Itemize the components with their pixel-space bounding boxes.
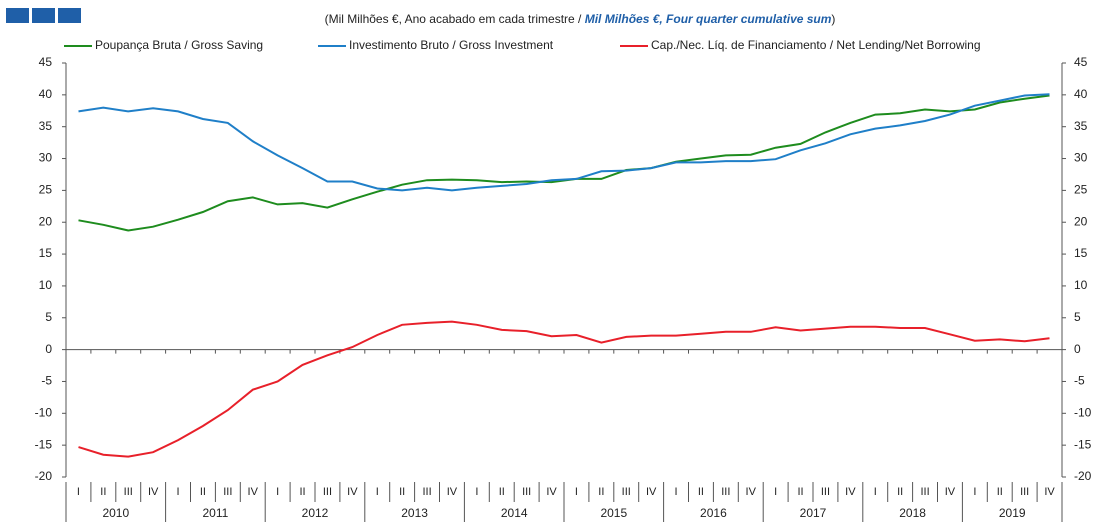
x-tick-label: III xyxy=(821,486,830,498)
x-tick-label: IV xyxy=(248,486,259,498)
series-line xyxy=(78,94,1050,232)
year-label: 2013 xyxy=(401,506,428,520)
y2-tick-label: 15 xyxy=(1074,246,1088,260)
y-tick-label: 25 xyxy=(39,183,53,197)
x-tick-label: III xyxy=(522,486,531,498)
x-tick-label: I xyxy=(874,486,877,498)
y2-tick-label: -10 xyxy=(1074,405,1092,419)
x-tick-label: I xyxy=(575,486,578,498)
logo-block xyxy=(6,8,29,23)
x-tick-label: II xyxy=(698,486,704,498)
logo-block xyxy=(58,8,81,23)
year-label: 2018 xyxy=(899,506,926,520)
x-tick-label: I xyxy=(177,486,180,498)
title-pt: (Mil Milhões €, Ano acabado em cada trim… xyxy=(325,12,585,26)
x-tick-label: I xyxy=(973,486,976,498)
x-tick-label: II xyxy=(499,486,505,498)
y2-tick-label: 25 xyxy=(1074,183,1088,197)
y-tick-label: 15 xyxy=(39,246,53,260)
x-tick-label: IV xyxy=(148,486,159,498)
y2-tick-label: 0 xyxy=(1074,342,1081,356)
x-tick-label: I xyxy=(774,486,777,498)
x-tick-label: I xyxy=(276,486,279,498)
y2-tick-label: 40 xyxy=(1074,87,1088,101)
x-tick-label: II xyxy=(598,486,604,498)
x-tick-label: II xyxy=(100,486,106,498)
y-tick-label: 35 xyxy=(39,119,53,133)
title-en: Mil Milhões €, Four quarter cumulative s… xyxy=(585,12,832,26)
x-tick-label: III xyxy=(223,486,232,498)
legend-label: Poupança Bruta / Gross Saving xyxy=(95,38,263,52)
x-tick-label: IV xyxy=(347,486,358,498)
y-tick-label: 45 xyxy=(39,55,53,69)
year-label: 2012 xyxy=(302,506,329,520)
year-label: 2019 xyxy=(999,506,1026,520)
title-end: ) xyxy=(831,12,835,26)
x-tick-label: II xyxy=(200,486,206,498)
y2-tick-label: -5 xyxy=(1074,374,1085,388)
y-tick-label: -5 xyxy=(41,374,52,388)
x-tick-label: IV xyxy=(546,486,557,498)
legend-label: Investimento Bruto / Gross Investment xyxy=(349,38,554,52)
logo-block xyxy=(32,8,55,23)
year-label: 2011 xyxy=(202,506,228,520)
x-tick-label: I xyxy=(475,486,478,498)
x-tick-label: I xyxy=(675,486,678,498)
year-label: 2015 xyxy=(600,506,627,520)
x-tick-label: IV xyxy=(945,486,956,498)
x-tick-label: I xyxy=(77,486,80,498)
x-tick-label: III xyxy=(124,486,133,498)
y2-tick-label: 10 xyxy=(1074,278,1088,292)
year-label: 2010 xyxy=(102,506,129,520)
series-line xyxy=(78,93,1050,192)
x-tick-label: II xyxy=(797,486,803,498)
chart-title: (Mil Milhões €, Ano acabado em cada trim… xyxy=(325,12,836,26)
y-tick-label: 40 xyxy=(39,87,53,101)
y2-tick-label: -20 xyxy=(1074,469,1092,483)
y2-tick-label: -15 xyxy=(1074,437,1092,451)
x-tick-label: IV xyxy=(1044,486,1055,498)
y2-tick-label: 30 xyxy=(1074,151,1088,165)
y2-tick-label: 5 xyxy=(1074,310,1081,324)
legend-label: Cap./Nec. Líq. de Financiamento / Net Le… xyxy=(651,38,981,52)
year-label: 2016 xyxy=(700,506,727,520)
y-tick-label: 30 xyxy=(39,151,53,165)
x-tick-label: III xyxy=(622,486,631,498)
y2-tick-label: 20 xyxy=(1074,214,1088,228)
y-tick-label: -20 xyxy=(35,469,53,483)
x-tick-label: II xyxy=(299,486,305,498)
x-tick-label: II xyxy=(997,486,1003,498)
x-tick-label: III xyxy=(721,486,730,498)
y-tick-label: 20 xyxy=(39,214,53,228)
y2-tick-label: 35 xyxy=(1074,119,1088,133)
y-tick-label: 10 xyxy=(39,278,53,292)
x-tick-label: IV xyxy=(646,486,657,498)
y-tick-label: 5 xyxy=(45,310,52,324)
x-tick-label: III xyxy=(1020,486,1029,498)
y-tick-label: -10 xyxy=(35,405,53,419)
y-tick-label: 0 xyxy=(45,342,52,356)
x-tick-label: IV xyxy=(447,486,458,498)
x-tick-label: II xyxy=(897,486,903,498)
x-tick-label: I xyxy=(376,486,379,498)
year-label: 2014 xyxy=(501,506,528,520)
x-tick-label: III xyxy=(422,486,431,498)
y2-tick-label: 45 xyxy=(1074,55,1088,69)
x-tick-label: III xyxy=(920,486,929,498)
x-tick-label: III xyxy=(323,486,332,498)
x-tick-label: IV xyxy=(845,486,856,498)
x-tick-label: II xyxy=(399,486,405,498)
year-label: 2017 xyxy=(800,506,827,520)
y-tick-label: -15 xyxy=(35,437,53,451)
x-tick-label: IV xyxy=(746,486,757,498)
series-line xyxy=(78,320,1050,458)
